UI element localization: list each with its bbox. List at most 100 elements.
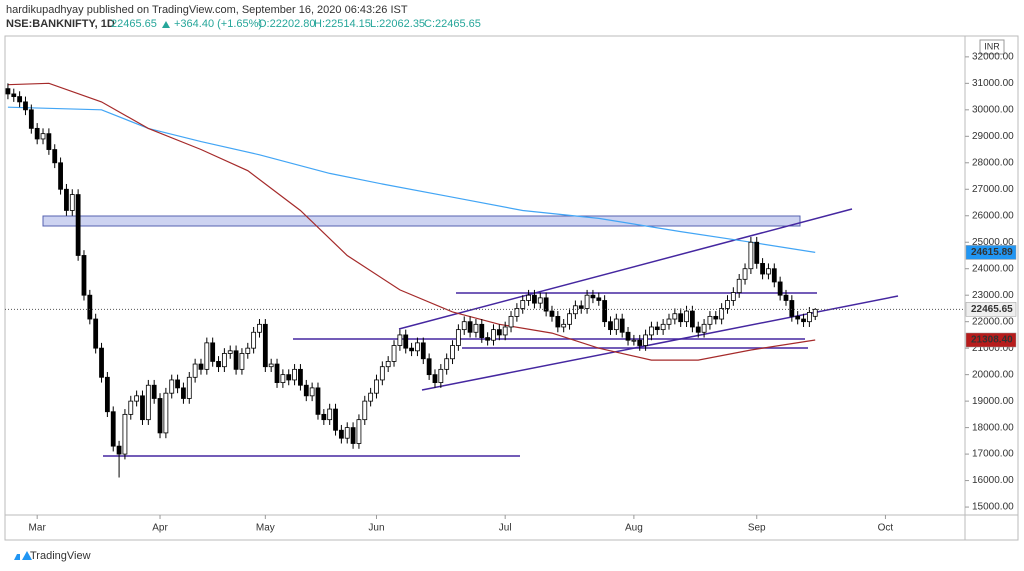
change: +364.40 (+1.65%) — [174, 18, 262, 30]
candle-body — [549, 310, 555, 317]
candle-body — [11, 93, 17, 97]
resistance-zone — [42, 215, 801, 227]
candle-body — [374, 379, 379, 394]
candle-body — [450, 345, 455, 360]
candle-body — [81, 255, 87, 296]
x-tick-label: Mar — [29, 523, 47, 534]
candle-body — [467, 321, 473, 333]
candle-body — [169, 379, 175, 394]
candle-body — [145, 384, 151, 421]
y-tick-label: 32000.00 — [972, 52, 1014, 63]
candle-body — [286, 374, 292, 381]
candle-body — [789, 300, 795, 317]
candle-body — [713, 315, 719, 320]
candle-body — [567, 313, 572, 325]
candle-body — [760, 263, 765, 275]
candle-body — [321, 413, 327, 421]
candle-body — [192, 363, 198, 378]
candle-body — [5, 88, 11, 95]
candle-body — [701, 323, 707, 333]
last-price: 22465.65 — [111, 18, 157, 30]
candle-body — [707, 315, 713, 325]
candle-body — [748, 241, 754, 270]
currency-box — [979, 39, 1005, 55]
candle-body — [444, 358, 450, 370]
candle-body — [233, 350, 239, 370]
candle-body — [426, 358, 432, 376]
candle-body — [502, 326, 508, 336]
candle-body — [608, 321, 613, 331]
candle-body — [356, 419, 362, 444]
y-tick-label: 21000.00 — [972, 343, 1014, 354]
candle-body — [672, 313, 678, 320]
candle-body — [75, 194, 81, 256]
candle-body — [766, 268, 771, 275]
candle-body — [420, 342, 426, 360]
candle-body — [344, 427, 350, 439]
price-label-box — [965, 245, 1017, 260]
candle-body — [385, 361, 391, 368]
candle-body — [64, 188, 69, 211]
candle-body — [251, 331, 257, 349]
candle-body — [128, 400, 134, 415]
candle-body — [23, 101, 28, 111]
price-label-box — [965, 332, 1017, 348]
currency: INR — [984, 41, 1000, 51]
candle-body — [602, 300, 608, 323]
candle-body — [415, 342, 420, 352]
y-tick-label: 27000.00 — [972, 184, 1014, 195]
candle-body — [654, 326, 660, 331]
candle-body — [227, 350, 233, 354]
candle-body — [315, 387, 321, 415]
candle-body — [643, 334, 648, 346]
x-tick-label: Jul — [499, 523, 512, 534]
candle-body — [777, 281, 783, 296]
candle-body — [274, 363, 280, 383]
price-label: 24615.89 — [971, 247, 1013, 258]
price-label: 21308.40 — [971, 335, 1013, 346]
ohlc-low: L:22062.35 — [370, 18, 425, 30]
candle-body — [122, 413, 128, 455]
candle-body — [268, 363, 274, 368]
candle-body — [455, 329, 461, 346]
candle-body — [262, 323, 268, 368]
x-tick-label: May — [256, 523, 275, 534]
x-tick-label: Aug — [625, 523, 643, 534]
candle-body — [625, 331, 631, 341]
candle-body — [327, 408, 333, 421]
y-tick-label: 15000.00 — [972, 502, 1014, 513]
candle-body — [742, 268, 748, 280]
candle-body — [520, 300, 526, 309]
candle-body — [93, 318, 99, 349]
candle-body — [514, 308, 520, 317]
y-tick-label: 26000.00 — [972, 210, 1014, 221]
candle-body — [508, 315, 514, 328]
candle-body — [362, 400, 368, 421]
candle-body — [46, 133, 52, 150]
y-tick-label: 20000.00 — [972, 369, 1014, 380]
candle-body — [754, 241, 760, 264]
candle-body — [689, 310, 695, 328]
candle-body — [537, 297, 543, 304]
candle-body — [292, 368, 297, 381]
chart-title: hardikupadhyay published on TradingView.… — [6, 4, 408, 16]
candle-body — [485, 337, 491, 341]
candle-body — [461, 321, 467, 331]
y-tick-label: 30000.00 — [972, 104, 1014, 115]
candle-body — [280, 374, 286, 383]
candle-body — [17, 96, 23, 103]
candle-body — [496, 329, 502, 336]
candle-body — [397, 334, 403, 346]
candle-body — [338, 429, 344, 439]
candle-body — [678, 313, 684, 323]
ohlc-high: H:22514.15 — [314, 18, 371, 30]
candle-body — [116, 445, 122, 455]
candle-body — [303, 384, 309, 397]
candle-body — [555, 315, 561, 328]
candle-body — [532, 294, 537, 304]
y-tick-label: 19000.00 — [972, 396, 1014, 407]
candle-body — [432, 374, 438, 383]
candle-body — [110, 411, 116, 447]
y-tick-label: 24000.00 — [972, 263, 1014, 274]
